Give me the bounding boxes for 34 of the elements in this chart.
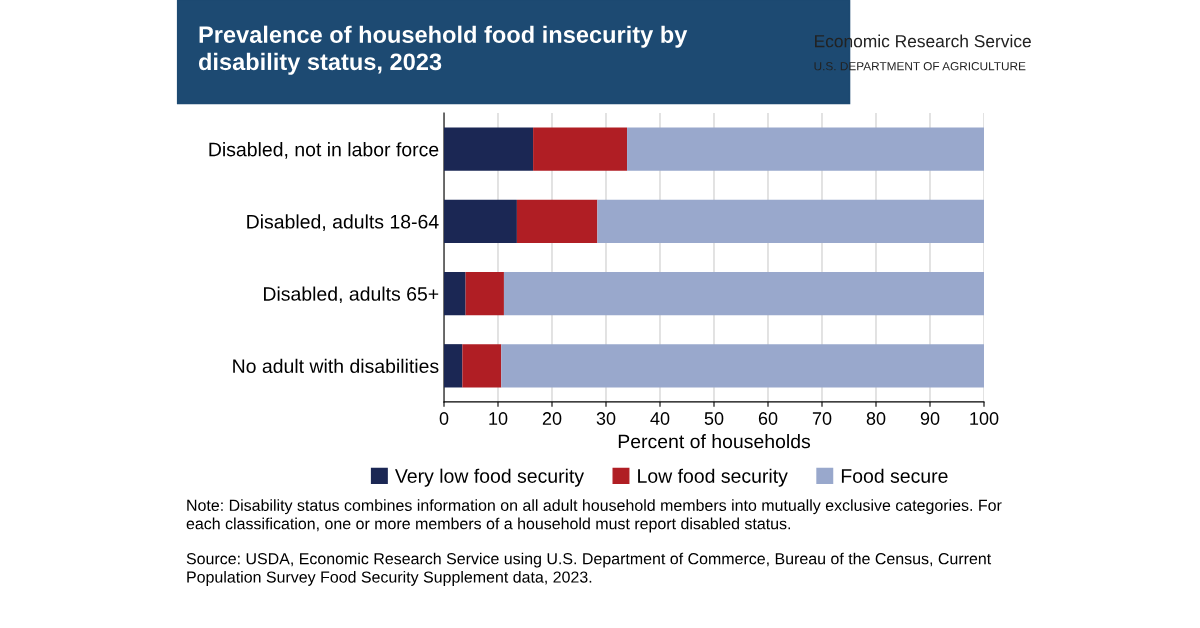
x-tick-label: 100 (970, 412, 999, 425)
y-tick-label: No adult with disabilities (233, 358, 439, 374)
x-tick-label: 80 (866, 412, 886, 425)
x-tick-label: 70 (812, 412, 832, 425)
x-tick-label: 60 (758, 412, 778, 425)
bar (627, 127, 984, 171)
legend-label: Low food security (638, 468, 788, 487)
x-tick-label: 90 (920, 412, 940, 425)
x-tick-label: 50 (704, 412, 724, 425)
x-tick-label: 0 (439, 412, 449, 425)
legend-label: Food secure (841, 468, 948, 483)
x-tick-label: 20 (542, 412, 562, 425)
bar (462, 344, 502, 388)
bar (533, 127, 628, 171)
bar (516, 199, 598, 244)
bar (444, 271, 466, 316)
x-axis-title: Percent of households (618, 434, 811, 449)
bar (444, 127, 534, 171)
x-tick-label: 40 (650, 412, 670, 425)
text: Note: Disability status combines information on all adult household members into mutually exclusive categories. For each classification, one or more members of a household must report disabled status. (186, 499, 1002, 533)
bar (597, 199, 984, 244)
bar (503, 271, 984, 316)
y-tick-label: Disabled, not in labor force (209, 142, 439, 159)
legend-label: Very low food security (395, 468, 585, 487)
y-tick-label: Disabled, adults 18-64 (247, 214, 439, 231)
source-note: Source: USDA, Economic Research Service using U.S. Department of Commerce, Bureau of the Census, Current Population Survey Food Security Supplement data, 2023. (186, 552, 992, 586)
y-tick-label: Disabled, adults 65+ (264, 286, 439, 304)
bar (444, 344, 463, 388)
bar (465, 271, 504, 316)
x-tick-label: 10 (489, 412, 508, 425)
x-tick-label: 30 (596, 412, 616, 425)
bar (444, 199, 517, 244)
bar (501, 344, 984, 388)
chart-title: Prevalence of household food insecurity by disability status, 2023 (198, 25, 688, 75)
